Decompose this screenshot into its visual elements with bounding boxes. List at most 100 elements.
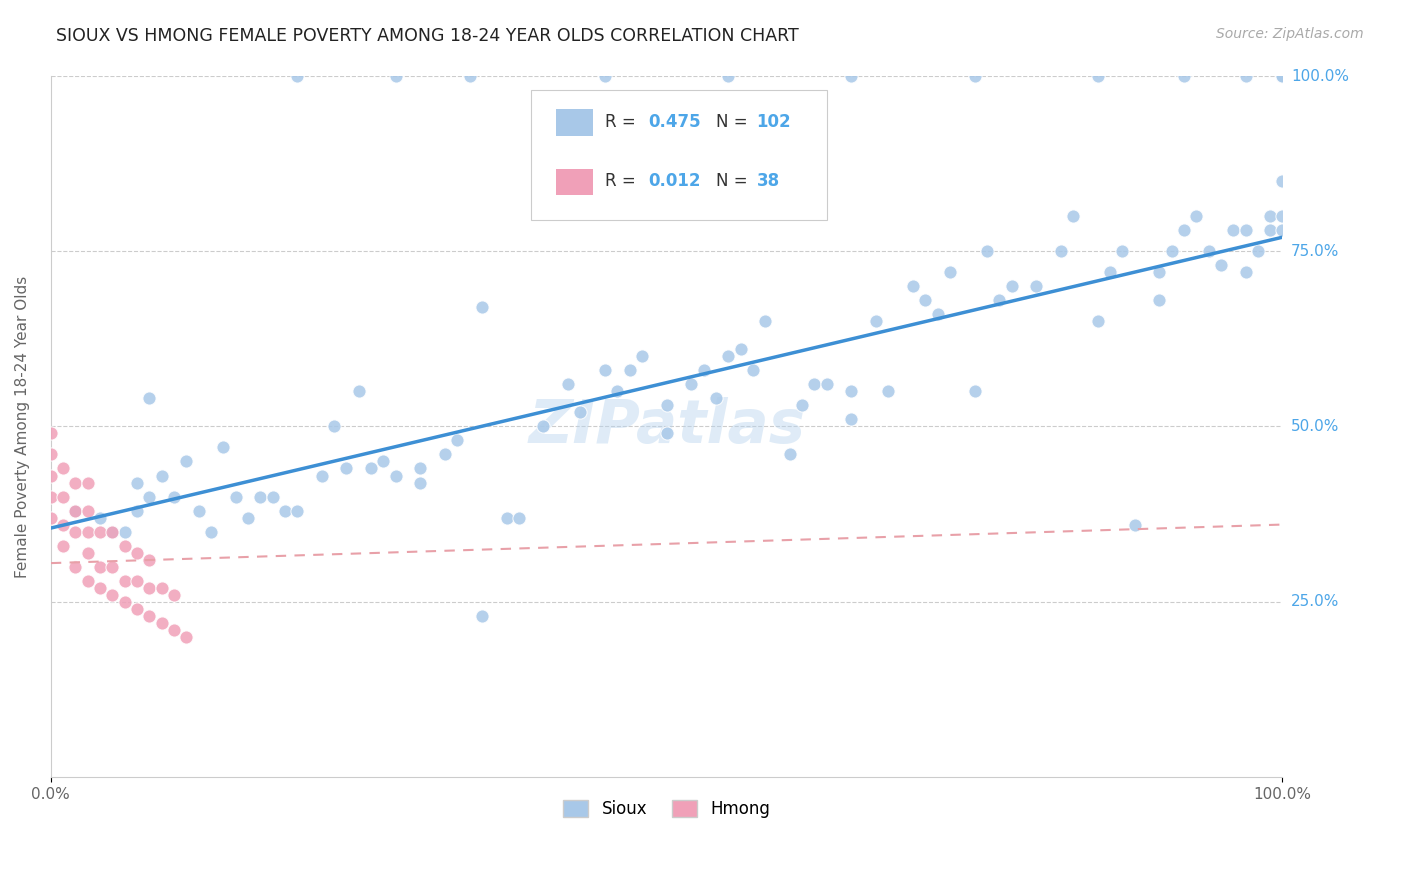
Point [360,461,382,475]
Point [65,559,87,574]
Point [841,69,863,83]
Point [1258,223,1281,237]
Point [914,293,936,308]
Point [1025,279,1047,293]
Point [150,468,173,483]
Point [163,623,186,637]
Point [285,69,308,83]
Point [1234,265,1257,279]
Point [285,503,308,517]
Point [655,426,678,441]
Point [1271,69,1294,83]
Point [311,468,333,483]
Text: 100.0%: 100.0% [1291,69,1348,84]
Point [1149,293,1171,308]
Point [1271,209,1294,223]
Point [176,630,198,644]
Point [717,350,740,364]
Point [815,377,838,392]
Point [1271,223,1294,237]
Point [841,384,863,399]
Text: 0.475: 0.475 [648,112,700,130]
Text: SIOUX VS HMONG FEMALE POVERTY AMONG 18-24 YEAR OLDS CORRELATION CHART: SIOUX VS HMONG FEMALE POVERTY AMONG 18-2… [56,27,799,45]
Point [138,552,160,566]
Text: 50.0%: 50.0% [1291,419,1339,434]
Point [212,441,235,455]
Point [681,377,703,392]
Point [236,510,259,524]
Point [176,454,198,468]
Point [76,503,98,517]
FancyBboxPatch shape [531,90,827,219]
Text: 25.0%: 25.0% [1291,594,1339,609]
Point [508,510,530,524]
Point [730,343,752,357]
Point [458,69,481,83]
Point [1185,209,1208,223]
Point [717,69,740,83]
Point [1160,244,1182,259]
Point [963,69,986,83]
Point [89,559,111,574]
Text: 75.0%: 75.0% [1291,244,1339,259]
Point [1234,69,1257,83]
Point [1198,244,1220,259]
Point [335,461,357,475]
Point [101,588,124,602]
Point [65,524,87,539]
Point [877,384,900,399]
Point [939,265,962,279]
Point [409,461,432,475]
Point [1173,223,1195,237]
Point [249,490,271,504]
Point [89,524,111,539]
Point [65,503,87,517]
Point [1209,258,1232,272]
Point [446,434,468,448]
Point [1234,223,1257,237]
Text: R =: R = [605,172,641,190]
Point [865,314,887,328]
FancyBboxPatch shape [555,109,593,136]
Point [262,490,284,504]
Point [187,503,209,517]
Point [125,475,148,490]
FancyBboxPatch shape [555,169,593,195]
Point [89,581,111,595]
Text: N =: N = [716,172,752,190]
Point [39,468,62,483]
Point [125,546,148,560]
Text: Source: ZipAtlas.com: Source: ZipAtlas.com [1216,27,1364,41]
Point [779,448,801,462]
Point [39,490,62,504]
Text: R =: R = [605,112,641,130]
Point [52,517,75,532]
Point [138,581,160,595]
Point [1000,279,1022,293]
Point [569,405,592,419]
Point [655,399,678,413]
Point [593,69,616,83]
Point [163,490,186,504]
Point [901,279,924,293]
Point [52,490,75,504]
Point [619,363,641,377]
Point [52,539,75,553]
Point [39,510,62,524]
Point [1173,69,1195,83]
Point [52,461,75,475]
Point [125,503,148,517]
Point [323,419,346,434]
Point [1271,69,1294,83]
Point [138,490,160,504]
Point [138,608,160,623]
Point [125,601,148,615]
Text: ZIPatlas: ZIPatlas [529,397,806,456]
Point [533,419,555,434]
Point [1258,209,1281,223]
Text: 102: 102 [756,112,792,130]
Point [384,468,406,483]
Point [1062,209,1084,223]
Point [65,503,87,517]
Point [76,524,98,539]
